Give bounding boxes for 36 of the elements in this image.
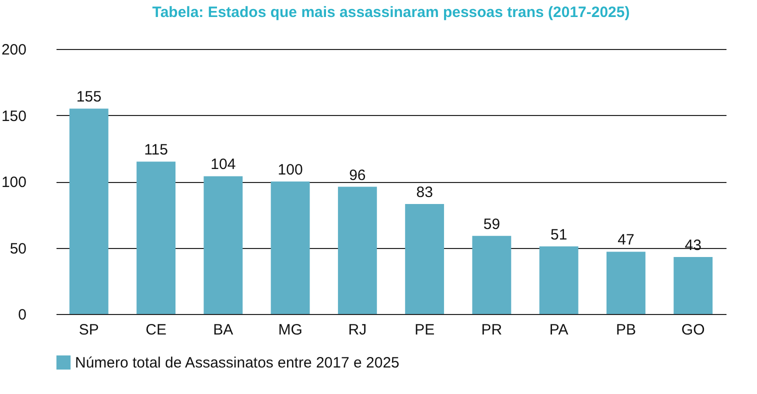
bar [674,257,713,314]
bar [204,176,243,314]
bar [472,236,512,314]
data-label: 96 [349,166,366,184]
x-tick-label: PE [414,322,435,338]
bar [270,182,310,314]
x-tick-label: BA [213,322,234,338]
bar [606,252,646,314]
bar [136,162,176,314]
x-tick-label: SP [78,322,99,338]
chart-title: Tabela: Estados que mais assassinaram pessoas trans (2017-2025) [152,4,630,21]
data-label: 100 [278,162,303,178]
y-tick-label: 50 [10,240,26,258]
y-tick-label: 150 [1,108,26,125]
x-tick-label: GO [681,322,705,338]
legend-label: Número total de Assassinatos entre 2017 e 2025 [75,354,400,372]
bar [539,246,578,314]
data-label: 83 [416,184,433,202]
bar [405,204,444,314]
bar [338,186,377,314]
data-label: 155 [76,88,102,106]
x-tick-label: PB [616,322,636,338]
x-tick-label: MG [278,322,302,338]
data-label: 51 [550,226,568,244]
x-tick-label: RJ [348,322,367,338]
bar [69,108,108,314]
data-label: 59 [483,216,500,233]
data-label: 47 [618,232,634,249]
y-tick-label: 200 [1,42,26,58]
y-tick-label: 0 [18,306,26,324]
x-tick-label: PR [481,322,502,338]
x-tick-label: CE [146,322,166,338]
data-label: 104 [210,156,236,174]
x-tick-label: PA [549,322,568,338]
y-tick-label: 100 [1,174,26,191]
data-label: 115 [144,142,168,159]
